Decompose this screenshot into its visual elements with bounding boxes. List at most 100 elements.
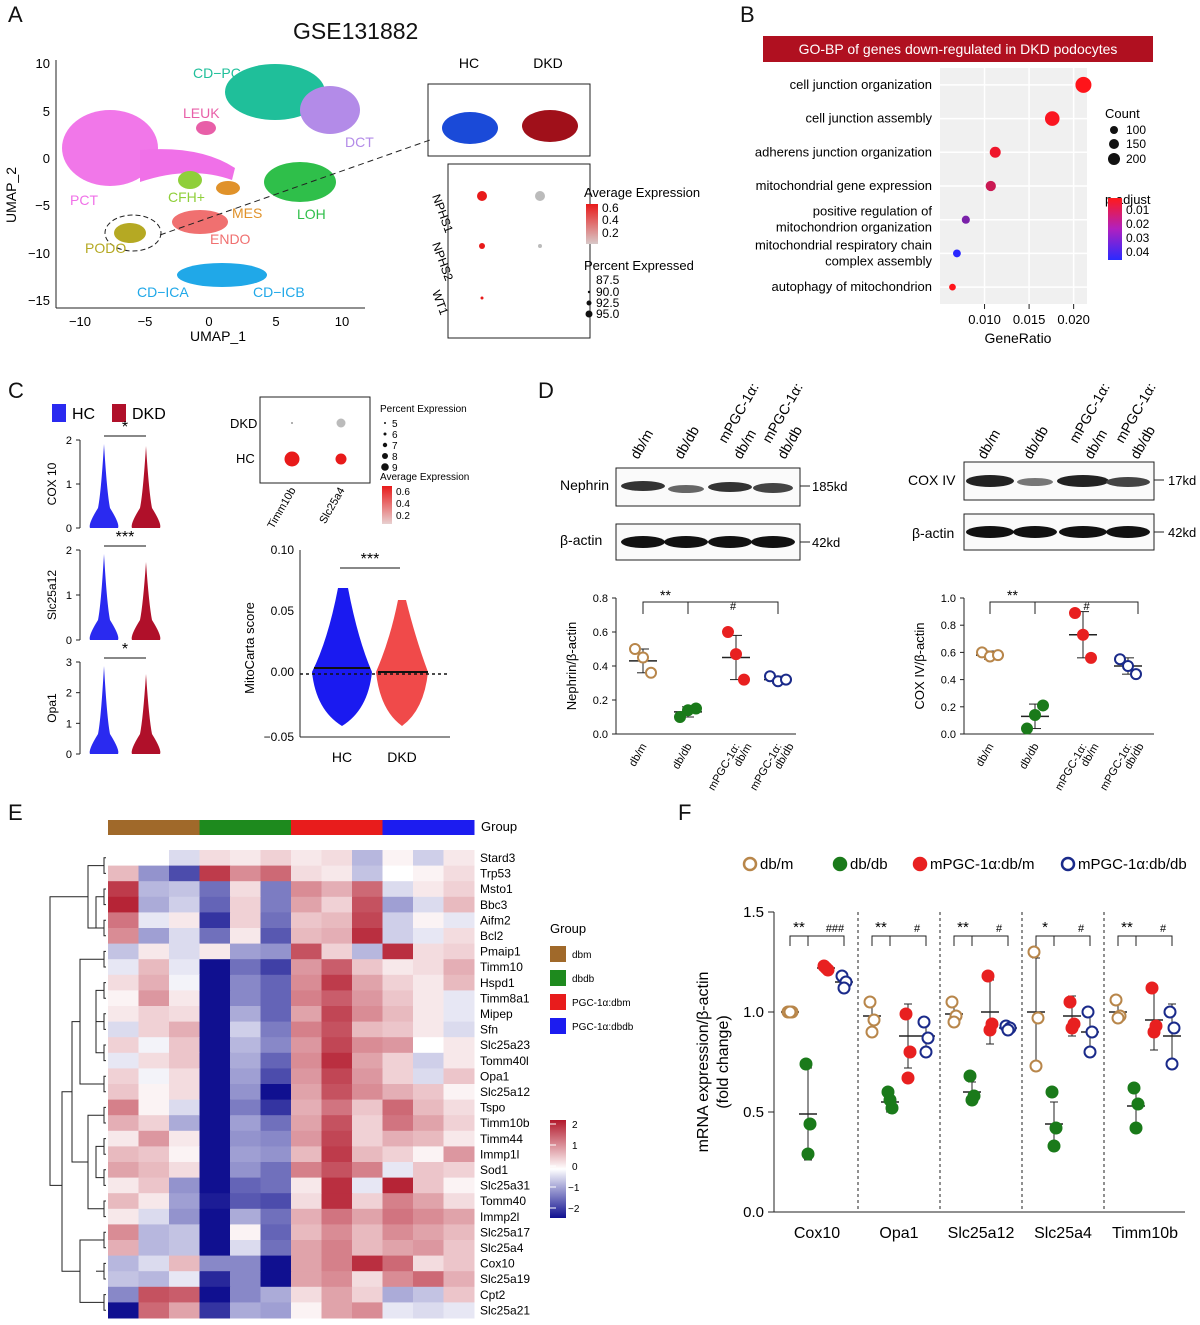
count-legend-dot — [1109, 139, 1119, 149]
heatmap-cell — [413, 850, 444, 867]
f-sig-right: # — [914, 923, 921, 935]
group-bar-segment — [199, 820, 292, 835]
d-ytick: 0.0 — [593, 729, 608, 741]
heatmap-cell — [443, 865, 475, 882]
heatmap-cell — [291, 1099, 322, 1116]
umap-ytick: 5 — [43, 104, 50, 119]
dot-hc-nphs1 — [477, 191, 487, 201]
heatmap-cell — [108, 912, 139, 929]
heatmap-gene-label: Cox10 — [480, 1257, 515, 1271]
d-xtick: db/m — [974, 742, 997, 769]
dot-hc-nphs2 — [479, 243, 485, 249]
heatmap-cell — [169, 881, 200, 898]
heatmap-cell — [108, 1255, 139, 1272]
heatmap-cell — [382, 1193, 414, 1210]
heatmap-cell — [138, 1177, 170, 1194]
d-ytick: 1.0 — [941, 593, 956, 605]
heatmap-cell — [108, 1177, 139, 1194]
heatmap-cell — [108, 928, 139, 945]
go-category-label: complex assembly — [825, 253, 932, 268]
heatmap-gene-label: Pmaip1 — [480, 945, 521, 959]
d-point — [992, 649, 1004, 662]
avg-expr-tick: 0.4 — [396, 499, 410, 510]
heatmap-cell — [108, 1208, 139, 1225]
violin-gene-label: Opa1 — [45, 693, 59, 723]
heatmap-cell — [321, 1068, 353, 1085]
group-legend-swatch — [550, 994, 566, 1010]
f-sig-bracket-2 — [972, 935, 1009, 946]
dot-dkd-timm10b — [291, 422, 293, 424]
heatmap-cell — [413, 990, 444, 1007]
blot-size-nephrin: 185kd — [812, 479, 847, 494]
heatmap-cell — [108, 1130, 139, 1147]
heatmap-cell — [260, 865, 292, 882]
dendrogram-branch — [103, 888, 106, 906]
go-bubble — [961, 215, 970, 224]
d-ytick: 0.6 — [941, 647, 956, 659]
heatmap-cell — [108, 974, 139, 991]
heatmap-cell — [443, 1084, 475, 1101]
f-xtick: Slc25a4 — [1034, 1225, 1092, 1242]
violin-ytick: 1 — [66, 718, 72, 730]
heatmap-cell — [321, 1115, 353, 1132]
f-sig-left: ** — [1121, 919, 1133, 936]
legend-dkd-label: DKD — [132, 406, 166, 423]
heatmap-cell — [108, 850, 139, 867]
heatmap-cell — [413, 1240, 444, 1257]
umap-inset: HC DKD NPHS1 NPHS2 WT1 Average Expressio… — [427, 55, 700, 339]
violin-gene-label: Slc25a12 — [45, 570, 59, 620]
heatmap-cell — [169, 928, 200, 945]
heatmap-cell — [443, 1302, 475, 1319]
heatmap-cell — [382, 1146, 414, 1163]
mito-ytick: 0.05 — [271, 604, 295, 618]
heatmap-cell — [291, 1037, 322, 1054]
color-scale-ticks: 2 1 0 −1 −2 — [550, 1120, 580, 1215]
heatmap-cell — [413, 1162, 444, 1179]
heatmap-cell — [108, 1115, 139, 1132]
heatmap-cell — [230, 1130, 261, 1147]
heatmap-cell — [443, 1208, 475, 1225]
dendrogram-branch — [103, 1075, 106, 1093]
heatmap-cell — [382, 990, 414, 1007]
d-sig-bracket — [989, 601, 1036, 614]
heatmap-gene-label: Slc25a12 — [480, 1085, 530, 1099]
f-sig-right: # — [996, 923, 1003, 935]
heatmap-cell — [382, 1130, 414, 1147]
heatmap-gene-label: Tspo — [480, 1101, 506, 1115]
heatmap-cell — [352, 1286, 383, 1303]
heatmap-cell — [138, 850, 170, 867]
legend-pct-value: 92.5 — [596, 296, 620, 310]
heatmap-cell — [260, 1068, 292, 1085]
dendrogram-branch — [103, 1262, 106, 1280]
heatmap-cell — [382, 1006, 414, 1023]
heatmap-cell — [138, 1052, 170, 1069]
violin-ytick: 2 — [66, 688, 72, 700]
dendrogram-branch — [61, 1091, 80, 1272]
d-point — [1130, 668, 1142, 681]
heatmap-cell — [291, 1240, 322, 1257]
heatmap-cell — [443, 1099, 475, 1116]
f-point — [1045, 1085, 1059, 1099]
f-point — [1081, 1005, 1095, 1019]
heatmap-cell — [138, 1068, 170, 1085]
heatmap-cell — [443, 959, 475, 976]
heatmap-cell — [352, 959, 383, 976]
heatmap-cell — [321, 1255, 353, 1272]
f-point — [1027, 945, 1041, 959]
heatmap-cell — [230, 974, 261, 991]
legend-pct-value: 87.5 — [596, 273, 620, 287]
heatmap-gene-label: Trp53 — [480, 867, 511, 881]
heatmap-cell — [169, 1162, 200, 1179]
heatmap-cell — [413, 912, 444, 929]
heatmap-cell — [413, 1037, 444, 1054]
group-legend-swatch — [550, 1018, 566, 1034]
umap-xtick: −5 — [138, 314, 153, 329]
actin-bands-left — [621, 536, 795, 548]
f-point — [1047, 1139, 1061, 1153]
f-point — [799, 1057, 813, 1071]
d-sig-secondary: # — [730, 601, 737, 613]
go-category-label: mitochondrial gene expression — [756, 178, 932, 193]
heatmap-cell — [382, 1052, 414, 1069]
heatmap-cell — [321, 1193, 353, 1210]
